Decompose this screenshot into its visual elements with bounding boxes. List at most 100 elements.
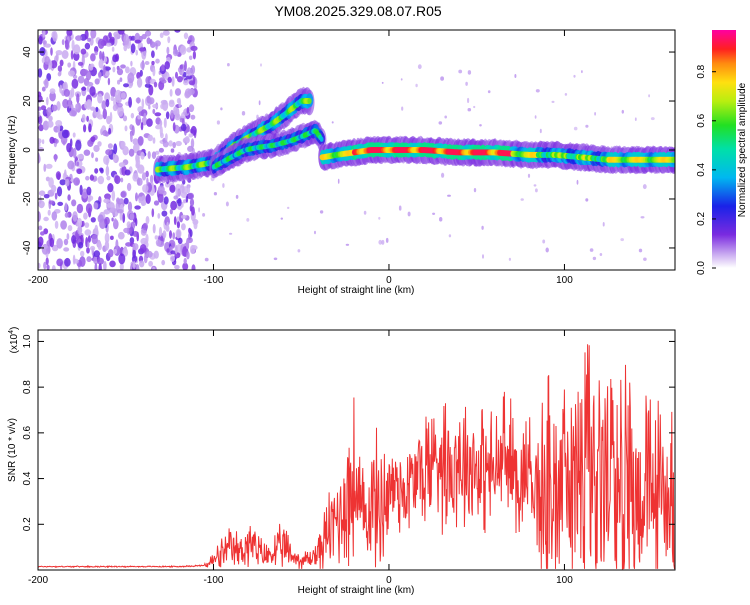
snr-x-tick-label: -200 — [28, 575, 48, 586]
speckle-blob — [386, 238, 389, 243]
x-tick-label: -200 — [28, 275, 48, 286]
noise-blob — [71, 199, 76, 206]
noise-blob — [76, 162, 79, 166]
noise-blob — [131, 43, 136, 53]
colorbar-gradient — [712, 30, 736, 268]
snr-x-tick-label: 100 — [556, 575, 573, 586]
speckle-blob — [643, 258, 647, 261]
noise-blob — [189, 80, 195, 85]
noise-blob — [163, 30, 170, 36]
noise-blob — [62, 39, 65, 45]
noise-blob — [149, 97, 155, 104]
x-tick-label: 100 — [556, 275, 573, 286]
speckle-blob — [534, 184, 537, 186]
noise-blob — [90, 174, 94, 180]
noise-blob — [137, 78, 142, 88]
noise-blob — [73, 255, 76, 265]
noise-blob — [186, 240, 189, 250]
speckle-blob — [535, 115, 537, 118]
noise-blob — [177, 221, 180, 228]
speckle-blob — [217, 120, 220, 124]
noise-blob — [72, 211, 77, 222]
noise-blob — [178, 238, 183, 244]
noise-blob — [192, 264, 196, 273]
noise-blob — [190, 245, 195, 254]
noise-blob — [75, 104, 79, 110]
noise-blob — [153, 224, 156, 234]
noise-blob — [134, 205, 141, 209]
noise-blob — [91, 152, 94, 158]
noise-blob — [50, 88, 56, 94]
noise-blob — [169, 101, 175, 107]
noise-blob — [65, 179, 70, 187]
noise-blob — [114, 249, 118, 254]
noise-blob — [188, 89, 195, 95]
noise-blob — [106, 43, 112, 47]
noise-blob — [73, 148, 77, 159]
noise-blob — [59, 85, 62, 94]
noise-blob — [64, 169, 67, 177]
noise-blob — [140, 61, 145, 69]
speckle-blob — [408, 212, 411, 217]
noise-blob — [88, 123, 92, 132]
speckle-blob — [648, 94, 650, 97]
speckle-blob — [590, 248, 594, 252]
speckle-blob — [246, 218, 249, 222]
noise-blob — [112, 55, 118, 63]
noise-blob — [163, 141, 169, 147]
noise-blob — [68, 98, 72, 109]
noise-blob — [46, 107, 51, 116]
noise-blob — [181, 223, 186, 230]
speckle-blob — [577, 180, 579, 185]
noise-blob — [77, 154, 84, 159]
noise-blob — [129, 149, 135, 157]
noise-blob — [92, 234, 98, 244]
speckle-blob — [447, 195, 451, 197]
noise-blob — [187, 146, 193, 152]
noise-blob — [176, 230, 180, 239]
snr-y-tick-label: 0.8 — [22, 380, 33, 394]
speckle-blob — [274, 258, 278, 261]
noise-blob — [190, 199, 194, 207]
noise-blob — [86, 256, 91, 262]
speckle-blob — [418, 64, 422, 69]
noise-blob — [187, 186, 190, 194]
noise-blob — [148, 105, 150, 110]
noise-blob — [113, 143, 117, 154]
noise-blob — [86, 247, 90, 253]
noise-blob — [171, 148, 175, 152]
noise-blob — [133, 261, 136, 269]
speckle-blob — [227, 63, 230, 66]
noise-blob — [123, 115, 127, 121]
speckle-blob — [581, 70, 583, 73]
noise-blob — [39, 196, 41, 203]
noise-blob — [98, 242, 102, 250]
noise-blob — [145, 61, 150, 65]
speckle-blob — [552, 101, 555, 103]
noise-blob — [164, 118, 167, 128]
speckle-blob — [259, 100, 261, 105]
noise-blob — [155, 125, 161, 130]
noise-blob — [166, 222, 169, 231]
noise-blob — [187, 67, 192, 76]
noise-blob — [172, 142, 176, 148]
noise-blob — [148, 151, 151, 159]
spectrogram-xlabel: Height of straight line (km) — [298, 285, 415, 296]
noise-blob — [153, 137, 156, 144]
noise-blob — [89, 86, 95, 96]
noise-blob — [144, 113, 147, 119]
noise-blob — [141, 122, 144, 130]
noise-blob — [123, 228, 129, 233]
noise-blob — [190, 46, 197, 51]
noise-blob — [127, 221, 131, 228]
noise-blob — [169, 230, 172, 239]
y-tick-label: -20 — [22, 191, 33, 206]
noise-blob — [108, 128, 111, 135]
noise-blob — [78, 76, 85, 84]
noise-blob — [57, 186, 62, 196]
noise-blob — [49, 200, 55, 204]
noise-blob — [95, 158, 98, 162]
noise-blob — [75, 35, 82, 41]
noise-blob — [105, 233, 110, 244]
